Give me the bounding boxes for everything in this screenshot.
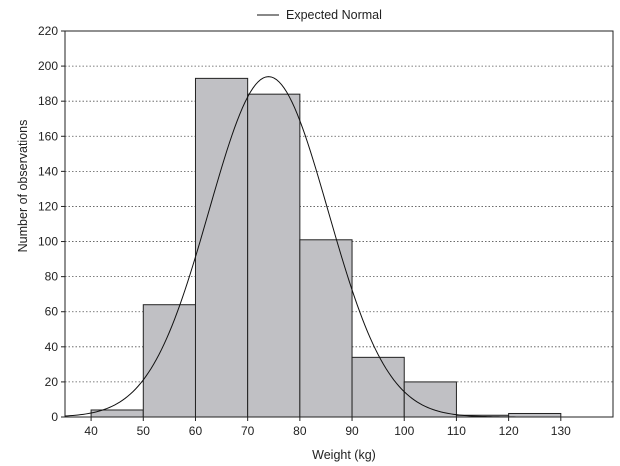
x-axis-label: Weight (kg) <box>312 448 376 462</box>
histogram-bar <box>142 304 196 418</box>
y-tick-label: 160 <box>38 129 58 143</box>
y-tick-label: 180 <box>38 94 58 108</box>
plot-frame <box>64 30 614 418</box>
x-tick-label: 40 <box>84 424 98 438</box>
x-tick-label: 70 <box>241 424 255 438</box>
x-tick-label: 60 <box>189 424 203 438</box>
x-tick-label: 110 <box>447 424 466 438</box>
y-tick-label: 100 <box>38 235 58 249</box>
x-axis: 40 50 60 70 80 90 100 110 120 130 <box>84 417 571 438</box>
legend-label: Expected Normal <box>286 8 382 22</box>
y-tick-label: 200 <box>38 59 58 73</box>
y-axis: 0 20 40 60 80 100 120 140 160 180 200 220 <box>38 24 65 424</box>
histogram-bar <box>403 381 457 418</box>
y-tick-label: 140 <box>38 164 58 178</box>
y-tick-label: 0 <box>51 410 58 424</box>
x-tick-label: 120 <box>499 424 519 438</box>
x-tick-label: 100 <box>394 424 414 438</box>
histogram-bar <box>194 77 249 418</box>
legend: Expected Normal <box>257 8 382 22</box>
y-tick-label: 220 <box>38 24 58 38</box>
y-tick-label: 40 <box>45 340 59 354</box>
bars <box>90 77 562 418</box>
x-tick-label: 130 <box>551 424 571 438</box>
x-tick-label: 50 <box>137 424 151 438</box>
histogram-bar <box>351 356 405 418</box>
x-tick-label: 90 <box>345 424 359 438</box>
y-tick-label: 120 <box>38 199 58 213</box>
x-tick-label: 80 <box>293 424 307 438</box>
y-tick-label: 80 <box>45 270 59 284</box>
y-axis-label: Number of observations <box>16 120 30 253</box>
y-tick-label: 20 <box>45 375 59 389</box>
histogram-bar <box>247 93 301 418</box>
y-tick-label: 60 <box>45 305 59 319</box>
